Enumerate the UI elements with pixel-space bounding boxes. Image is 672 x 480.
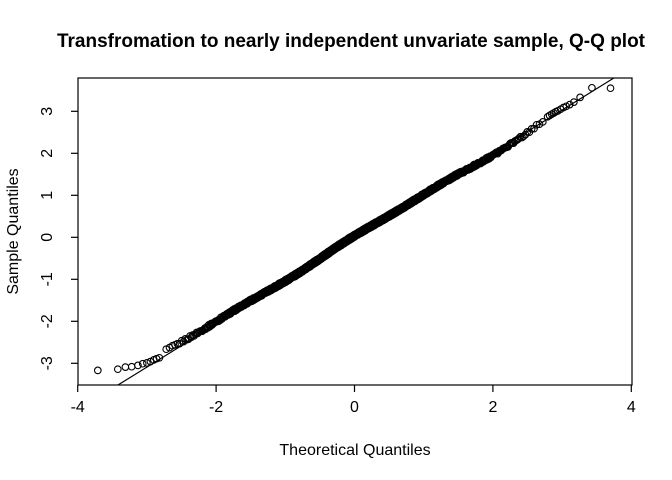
- data-point-lower-tail: [127, 362, 136, 371]
- data-point-lower-tail: [93, 366, 102, 375]
- data-point: [530, 124, 538, 133]
- data-point-lower-tail: [113, 365, 122, 374]
- data-point-lower-tail: [134, 361, 142, 370]
- x-tick-label: 2: [488, 399, 497, 416]
- qq-reference-line: [117, 77, 615, 386]
- chart-layer: -4 -2 0 2 4 -3 -2 -1 0 1 2 3: [39, 77, 636, 416]
- data-point-upper-tail: [565, 100, 574, 109]
- y-tick-label: -2: [39, 314, 56, 328]
- x-tick-label: -4: [71, 399, 85, 416]
- y-tick-label: 0: [39, 233, 56, 242]
- y-tick-label: 3: [39, 107, 56, 116]
- data-point-lower-tail: [143, 359, 151, 367]
- y-tick-label: 2: [39, 149, 56, 158]
- y-tick-label: -3: [39, 356, 56, 370]
- data-point-upper-tail: [570, 98, 578, 106]
- x-tick-label: -2: [209, 399, 223, 416]
- plot-title: Transfromation to nearly independent unv…: [57, 31, 646, 52]
- x-tick-label: 0: [350, 399, 359, 416]
- x-tick-label: 4: [627, 399, 636, 416]
- x-axis-title: Theoretical Quantiles: [279, 442, 430, 459]
- y-tick-label: 1: [39, 191, 56, 200]
- data-point: [532, 120, 541, 129]
- y-tick-label: -1: [39, 272, 56, 286]
- data-point-lower-tail: [121, 363, 130, 371]
- data-point: [538, 118, 547, 126]
- data-point: [527, 125, 536, 133]
- y-axis-title: Sample Quantiles: [5, 168, 22, 294]
- data-point-lower-tail: [138, 359, 147, 368]
- data-point-upper-tail: [606, 84, 615, 93]
